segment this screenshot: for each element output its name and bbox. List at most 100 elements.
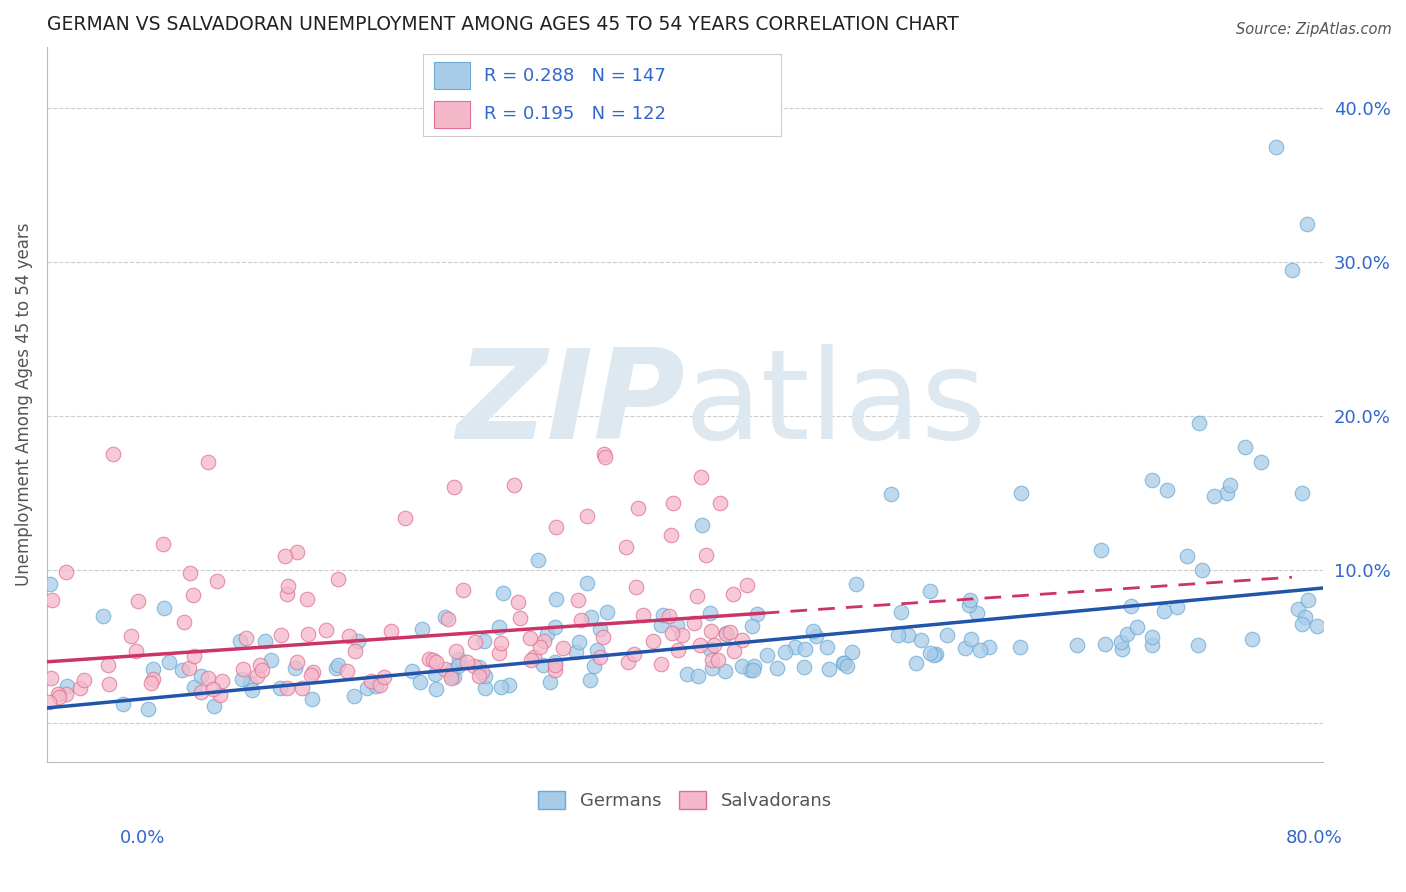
Point [39, 576, 62, 591]
Point [301, 692, 323, 706]
Point [41, 593, 63, 607]
Point [270, 628, 292, 642]
Point [446, 644, 468, 658]
Point [202, 698, 225, 713]
Point [498, 678, 520, 692]
Point [269, 681, 291, 695]
Point [425, 655, 447, 669]
Point [1140, 631, 1163, 645]
Point [506, 595, 529, 609]
Point [880, 487, 903, 501]
Point [668, 643, 690, 657]
Point [1166, 600, 1188, 615]
Point [284, 661, 307, 675]
Point [1234, 440, 1257, 454]
Point [1153, 603, 1175, 617]
Point [1296, 217, 1319, 231]
Point [1294, 609, 1316, 624]
Point [538, 674, 561, 689]
Text: GERMAN VS SALVADORAN UNEMPLOYMENT AMONG AGES 45 TO 54 YEARS CORRELATION CHART: GERMAN VS SALVADORAN UNEMPLOYMENT AMONG … [46, 15, 959, 34]
Point [232, 662, 254, 676]
Point [91, 609, 114, 624]
Point [845, 576, 868, 591]
Point [576, 509, 599, 524]
Point [689, 470, 711, 484]
Point [544, 655, 567, 669]
Point [815, 640, 838, 655]
Point [1119, 599, 1142, 613]
Point [229, 633, 252, 648]
Point [924, 648, 946, 663]
Point [347, 633, 370, 648]
Point [299, 667, 322, 681]
Point [832, 656, 855, 670]
Point [579, 610, 602, 624]
Point [73, 673, 96, 688]
Point [252, 663, 274, 677]
Point [467, 669, 489, 683]
Point [544, 520, 567, 534]
Point [624, 580, 647, 594]
Point [735, 578, 758, 592]
Point [474, 669, 496, 683]
Point [924, 647, 946, 661]
Point [394, 510, 416, 524]
Point [1142, 638, 1164, 652]
Point [153, 600, 176, 615]
Point [177, 661, 200, 675]
Point [527, 553, 550, 567]
Point [709, 496, 731, 510]
Point [335, 664, 357, 678]
Point [627, 501, 650, 516]
Point [48, 687, 70, 701]
Point [783, 640, 806, 654]
Point [474, 681, 496, 695]
Point [1175, 549, 1198, 563]
Point [918, 646, 941, 660]
Point [652, 607, 675, 622]
Point [38, 695, 60, 709]
Point [1240, 632, 1263, 646]
Point [707, 653, 730, 667]
Point [183, 681, 205, 695]
Point [179, 566, 201, 580]
Point [231, 672, 253, 686]
Point [544, 620, 567, 634]
Point [641, 634, 664, 648]
Y-axis label: Unemployment Among Ages 45 to 54 years: Unemployment Among Ages 45 to 54 years [15, 222, 32, 586]
Point [960, 632, 983, 646]
Point [1008, 640, 1031, 655]
Point [471, 665, 494, 679]
Point [593, 450, 616, 464]
Point [623, 647, 645, 661]
Point [451, 582, 474, 597]
Point [650, 618, 672, 632]
Point [1265, 139, 1288, 153]
Point [190, 685, 212, 699]
Point [1094, 637, 1116, 651]
Point [567, 593, 589, 607]
Text: Source: ZipAtlas.com: Source: ZipAtlas.com [1236, 22, 1392, 37]
Point [589, 623, 612, 637]
Point [139, 676, 162, 690]
Point [1010, 485, 1032, 500]
Point [181, 588, 204, 602]
Point [152, 537, 174, 551]
Point [544, 664, 567, 678]
Point [69, 681, 91, 695]
Point [650, 657, 672, 672]
Point [260, 653, 283, 667]
Point [803, 624, 825, 639]
Point [246, 669, 269, 683]
Point [529, 640, 551, 654]
Point [957, 599, 980, 613]
Point [425, 681, 447, 696]
Point [136, 702, 159, 716]
Point [285, 544, 308, 558]
Point [575, 575, 598, 590]
Point [380, 624, 402, 639]
Point [173, 615, 195, 629]
Point [676, 667, 699, 681]
Point [274, 549, 297, 563]
Point [695, 548, 717, 562]
